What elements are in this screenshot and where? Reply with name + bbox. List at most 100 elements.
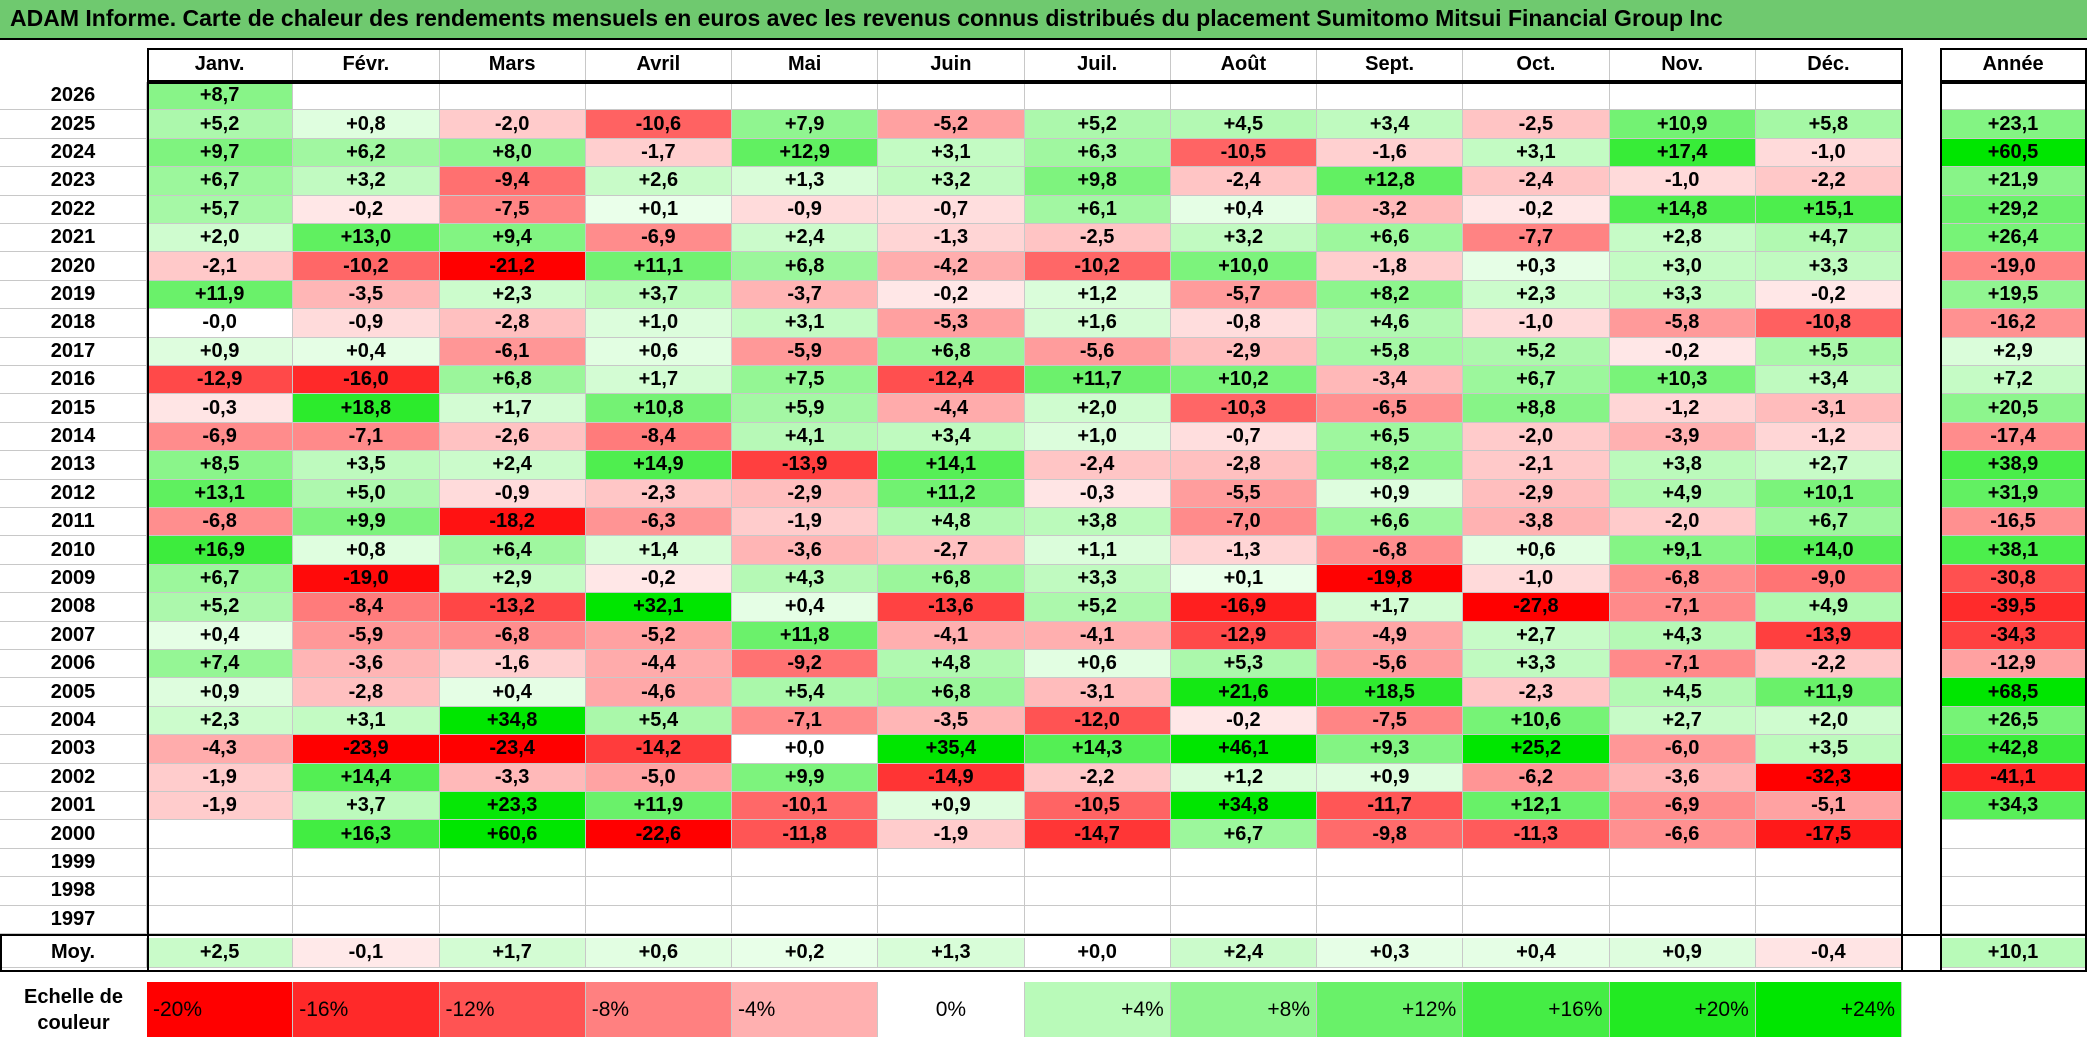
heatmap-cell: +13,0 bbox=[293, 224, 440, 253]
year-label: 1998 bbox=[0, 877, 147, 906]
annual-cell bbox=[1940, 905, 2087, 934]
heatmap-cell: -6,9 bbox=[147, 422, 294, 452]
annual-cell bbox=[1940, 848, 2087, 878]
heatmap-cell: -0,2 bbox=[878, 280, 1025, 310]
heatmap-cell: -2,1 bbox=[1463, 451, 1610, 480]
heatmap-cell: -2,9 bbox=[1463, 479, 1610, 508]
heatmap-cell: -3,1 bbox=[1024, 678, 1171, 707]
heatmap-cell: +6,8 bbox=[878, 678, 1025, 707]
heatmap-cell: -14,2 bbox=[585, 735, 732, 764]
heatmap-cell: -1,3 bbox=[878, 224, 1025, 253]
heatmap-cell: +5,2 bbox=[1024, 593, 1171, 622]
heatmap-cell bbox=[1170, 82, 1317, 111]
year-label: 2016 bbox=[0, 366, 147, 395]
annual-cell: +26,4 bbox=[1940, 224, 2087, 253]
heatmap-cell: +3,4 bbox=[878, 422, 1025, 452]
heatmap-cell: -2,3 bbox=[1463, 678, 1610, 707]
heatmap-cell: +1,7 bbox=[1317, 593, 1464, 622]
heatmap-cell: +8,5 bbox=[147, 451, 294, 480]
heatmap-cell: +0,6 bbox=[1024, 650, 1171, 679]
year-label: 2014 bbox=[0, 422, 147, 452]
heatmap-cell: +6,8 bbox=[732, 252, 879, 281]
heatmap-cell: +11,9 bbox=[147, 280, 294, 310]
average-cell: +1,3 bbox=[878, 938, 1025, 968]
heatmap-cell: +14,9 bbox=[585, 451, 732, 480]
heatmap-cell: +0,6 bbox=[1463, 536, 1610, 565]
heatmap-cell bbox=[1317, 905, 1464, 934]
heatmap-cell bbox=[1463, 848, 1610, 878]
heatmap-cell: -10,5 bbox=[1024, 792, 1171, 821]
heatmap-cell: +11,9 bbox=[1755, 678, 1902, 707]
heatmap-cell: +34,8 bbox=[439, 706, 586, 736]
annual-cell: +34,3 bbox=[1940, 792, 2087, 821]
heatmap-cell: -2,0 bbox=[1609, 508, 1756, 537]
heatmap-cell: -7,1 bbox=[732, 706, 879, 736]
heatmap-cell: -7,5 bbox=[1317, 706, 1464, 736]
heatmap-cell: +14,8 bbox=[1609, 195, 1756, 224]
heatmap-cell: -13,2 bbox=[439, 593, 586, 622]
heatmap-cell: +2,8 bbox=[1609, 224, 1756, 253]
heatmap-cell: -2,1 bbox=[147, 252, 294, 281]
heatmap-cell bbox=[1024, 905, 1171, 934]
heatmap-cell: +34,8 bbox=[1170, 792, 1317, 821]
heatmap-cell: +4,8 bbox=[878, 650, 1025, 679]
heatmap-cell: +5,4 bbox=[732, 678, 879, 707]
heatmap-cell: +3,0 bbox=[1609, 252, 1756, 281]
annual-cell bbox=[1940, 820, 2087, 849]
heatmap-cell: -2,0 bbox=[1463, 422, 1610, 452]
heatmap-cell: +9,7 bbox=[147, 138, 294, 168]
heatmap-cell: +2,0 bbox=[147, 224, 294, 253]
heatmap-cell: +1,6 bbox=[1024, 309, 1171, 338]
heatmap-cell: +6,1 bbox=[1024, 195, 1171, 224]
heatmap-cell: -3,3 bbox=[439, 763, 586, 792]
heatmap-cell: -0,2 bbox=[1755, 280, 1902, 310]
heatmap-cell: -1,9 bbox=[147, 763, 294, 792]
annual-cell: -12,9 bbox=[1940, 650, 2087, 679]
annual-cell: +21,9 bbox=[1940, 167, 2087, 196]
heatmap-cell: -7,5 bbox=[439, 195, 586, 224]
heatmap-cell: +0,8 bbox=[293, 536, 440, 565]
heatmap-cell: -4,2 bbox=[878, 252, 1025, 281]
heatmap-cell bbox=[1755, 848, 1902, 878]
heatmap-cell: -6,3 bbox=[585, 508, 732, 537]
annual-cell: -17,4 bbox=[1940, 422, 2087, 452]
heatmap-cell: -1,0 bbox=[1463, 309, 1610, 338]
heatmap-cell: +6,8 bbox=[439, 366, 586, 395]
heatmap-cell bbox=[585, 877, 732, 906]
heatmap-cell: +3,2 bbox=[1170, 224, 1317, 253]
heatmap-cell: -0,2 bbox=[1609, 337, 1756, 366]
annual-cell: +60,5 bbox=[1940, 138, 2087, 168]
average-cell: +2,4 bbox=[1170, 938, 1317, 968]
heatmap-cell: -1,0 bbox=[1609, 167, 1756, 196]
heatmap-cell: -2,2 bbox=[1755, 650, 1902, 679]
heatmap-cell: -8,4 bbox=[293, 593, 440, 622]
heatmap-cell: +3,8 bbox=[1024, 508, 1171, 537]
heatmap-cell: -7,1 bbox=[293, 422, 440, 452]
heatmap-cell: +32,1 bbox=[585, 593, 732, 622]
heatmap-cell: -3,5 bbox=[293, 280, 440, 310]
heatmap-cell: +1,2 bbox=[1024, 280, 1171, 310]
heatmap-cell: -0,2 bbox=[585, 564, 732, 594]
year-label: 2024 bbox=[0, 138, 147, 168]
heatmap-cell: +8,7 bbox=[147, 82, 294, 111]
heatmap-cell: -13,9 bbox=[1755, 621, 1902, 650]
month-header-10: Oct. bbox=[1463, 48, 1610, 82]
heatmap-cell: +18,5 bbox=[1317, 678, 1464, 707]
heatmap-cell: +4,6 bbox=[1317, 309, 1464, 338]
month-header-7: Juil. bbox=[1024, 48, 1171, 82]
heatmap-cell: -27,8 bbox=[1463, 593, 1610, 622]
heatmap-cell: +14,0 bbox=[1755, 536, 1902, 565]
heatmap-cell: +3,5 bbox=[293, 451, 440, 480]
heatmap-cell: +0,3 bbox=[1463, 252, 1610, 281]
annual-cell: +23,1 bbox=[1940, 110, 2087, 139]
heatmap-cell: +11,1 bbox=[585, 252, 732, 281]
color-scale-step: -12% bbox=[439, 982, 586, 1037]
heatmap-cell: +16,9 bbox=[147, 536, 294, 565]
heatmap-cell: -4,9 bbox=[1317, 621, 1464, 650]
heatmap-cell: -10,1 bbox=[732, 792, 879, 821]
average-cell: +0,9 bbox=[1609, 938, 1756, 968]
heatmap-cell: -1,0 bbox=[1463, 564, 1610, 594]
heatmap-cell: +0,4 bbox=[732, 593, 879, 622]
heatmap-cell: -7,1 bbox=[1609, 593, 1756, 622]
heatmap-cell: -10,2 bbox=[1024, 252, 1171, 281]
